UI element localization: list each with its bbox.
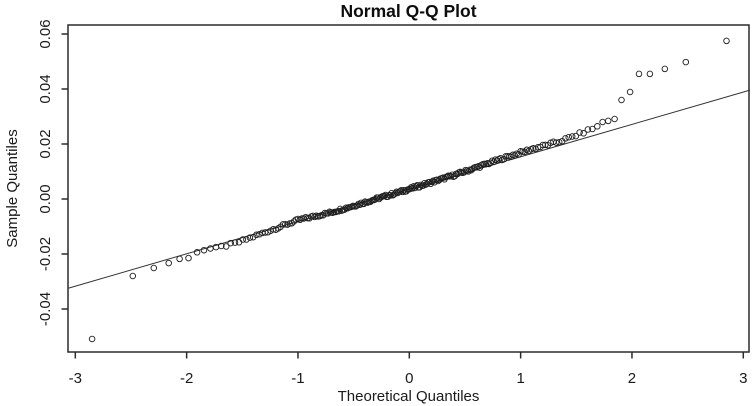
data-point <box>565 133 572 141</box>
data-point <box>270 226 277 233</box>
x-axis-title: Theoretical Quantiles <box>337 388 480 405</box>
data-point <box>288 220 296 227</box>
data-point <box>447 173 455 180</box>
data-point <box>493 157 501 164</box>
y-axis-title: Sample Quantiles <box>4 129 21 248</box>
data-point <box>426 178 433 186</box>
y-tick-label: 0.06 <box>37 19 54 48</box>
data-point <box>723 37 730 45</box>
data-point <box>521 148 528 156</box>
data-point <box>256 230 263 238</box>
data-point <box>324 210 332 217</box>
data-point <box>580 130 587 137</box>
data-point <box>555 138 563 146</box>
data-point <box>478 161 485 169</box>
data-point <box>576 129 583 136</box>
x-tick-label: 1 <box>516 370 524 387</box>
data-point <box>239 236 247 243</box>
data-point <box>243 236 250 243</box>
x-tick-label: 3 <box>739 370 747 387</box>
data-point <box>599 118 606 126</box>
data-point <box>296 216 304 224</box>
data-point <box>661 65 669 73</box>
data-point <box>682 58 690 66</box>
data-point <box>429 177 437 185</box>
data-point <box>227 239 234 247</box>
data-point <box>129 272 137 280</box>
data-point <box>604 117 612 125</box>
y-tick-label: 0.04 <box>37 74 54 103</box>
data-point <box>212 243 220 251</box>
data-point <box>421 179 428 187</box>
data-point <box>626 88 634 96</box>
data-point <box>253 231 260 239</box>
data-point <box>282 221 289 228</box>
data-point <box>165 259 172 267</box>
data-point <box>246 234 254 241</box>
data-point <box>200 246 208 254</box>
data-point <box>542 141 549 149</box>
x-tick-label: 0 <box>405 370 413 387</box>
y-tick-label: -0.04 <box>37 292 54 326</box>
chart-title: Normal Q-Q Plot <box>340 1 477 21</box>
data-point <box>646 70 654 78</box>
x-tick-label: -1 <box>291 370 304 387</box>
plot-frame <box>67 24 750 353</box>
data-point <box>589 125 596 133</box>
data-point <box>231 239 239 246</box>
data-point <box>176 255 183 263</box>
data-point <box>235 239 243 246</box>
y-tick-label: -0.02 <box>37 237 54 271</box>
x-tick-label: -3 <box>69 370 82 387</box>
data-point <box>539 141 547 149</box>
data-point <box>150 264 158 272</box>
data-point <box>482 160 490 168</box>
data-point <box>572 132 580 140</box>
data-point <box>279 221 287 228</box>
data-point <box>618 96 625 104</box>
data-point <box>507 153 515 160</box>
data-point <box>611 115 618 123</box>
data-point <box>635 70 643 78</box>
data-point <box>344 205 351 212</box>
data-point <box>316 212 324 220</box>
data-point <box>511 152 519 159</box>
data-point <box>463 167 471 174</box>
data-point <box>398 186 405 194</box>
data-point <box>185 254 192 262</box>
data-point <box>488 157 496 164</box>
data-point <box>584 126 592 133</box>
data-point <box>222 243 230 250</box>
data-point <box>519 148 526 155</box>
data-point <box>356 201 364 209</box>
data-point <box>594 123 601 130</box>
data-point <box>286 220 293 227</box>
x-tick-label: -2 <box>180 370 193 387</box>
data-point <box>417 181 425 189</box>
data-point <box>88 335 96 343</box>
data-point <box>193 249 201 256</box>
data-point <box>487 159 494 167</box>
data-point <box>364 199 371 206</box>
data-point <box>552 139 560 146</box>
data-point <box>410 183 417 190</box>
x-tick-label: 2 <box>628 370 636 387</box>
y-tick-label: 0.02 <box>37 129 54 158</box>
data-point <box>562 135 569 142</box>
data-point <box>568 133 576 140</box>
y-tick-label: 0.00 <box>37 184 54 213</box>
